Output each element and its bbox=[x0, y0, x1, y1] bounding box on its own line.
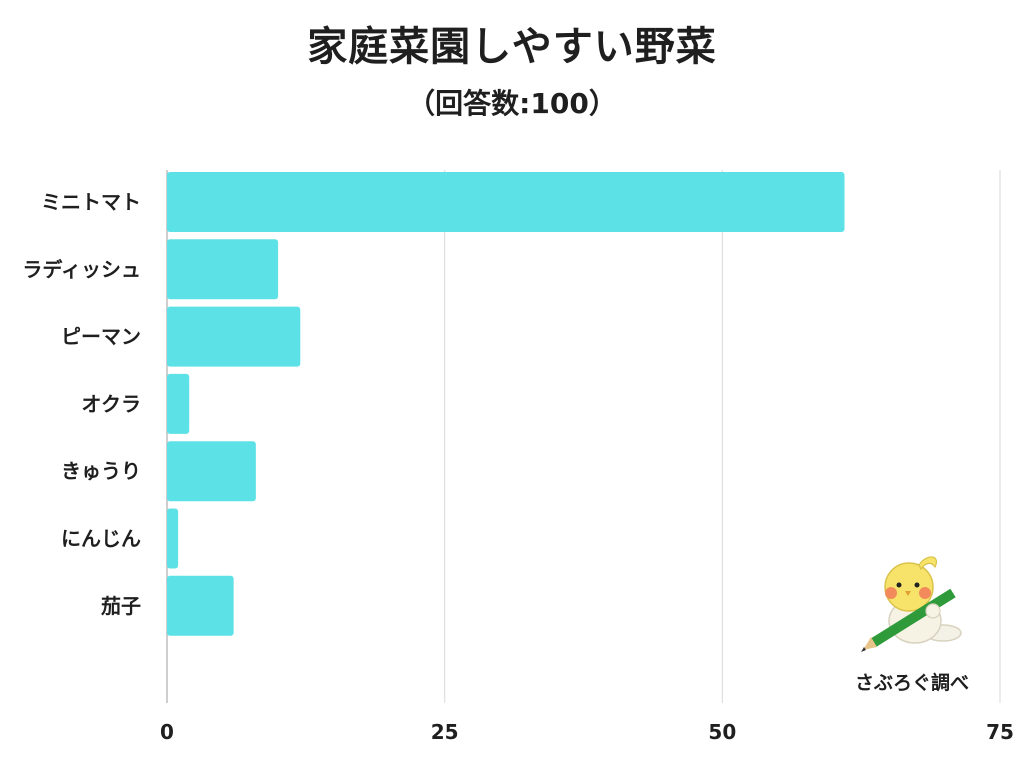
bird-head bbox=[884, 562, 934, 612]
bar-4 bbox=[167, 441, 256, 502]
bird-eye-right bbox=[914, 582, 920, 588]
bird-wing bbox=[925, 603, 941, 619]
category-label-2: ピーマン bbox=[61, 325, 141, 349]
bird-with-pencil-icon bbox=[861, 556, 962, 652]
bar-3 bbox=[167, 373, 190, 434]
bar-6 bbox=[167, 575, 234, 636]
x-tick-label-75: 75 bbox=[986, 720, 1014, 744]
bird-eye-left bbox=[896, 582, 902, 588]
bar-1 bbox=[167, 239, 279, 300]
bird-cheek-right bbox=[919, 587, 931, 599]
category-label-4: きゅうり bbox=[61, 459, 141, 483]
category-label-0: ミニトマト bbox=[41, 190, 141, 214]
bar-0 bbox=[167, 172, 845, 232]
pencil-tip bbox=[863, 637, 877, 650]
category-label-3: オクラ bbox=[81, 392, 141, 416]
category-label-6: 茄子 bbox=[100, 594, 141, 618]
bar-5 bbox=[167, 508, 179, 569]
x-tick-label-50: 50 bbox=[708, 720, 736, 744]
pencil-body bbox=[870, 588, 956, 648]
x-tick-label-0: 0 bbox=[160, 720, 174, 744]
bar-2 bbox=[167, 306, 301, 367]
category-label-5: にんじん bbox=[61, 527, 141, 551]
x-tick-label-25: 25 bbox=[431, 720, 459, 744]
chart-title: 家庭菜園しやすい野菜 bbox=[307, 24, 717, 70]
category-label-1: ラディッシュ bbox=[22, 257, 141, 281]
bird-cheek-left bbox=[885, 587, 897, 599]
bird-beak bbox=[905, 591, 911, 596]
chart-subtitle: （回答数:100） bbox=[407, 87, 617, 120]
source-credit: さぶろぐ調べ bbox=[854, 672, 969, 694]
bird-crest bbox=[918, 556, 937, 571]
pencil-lead bbox=[861, 647, 866, 652]
